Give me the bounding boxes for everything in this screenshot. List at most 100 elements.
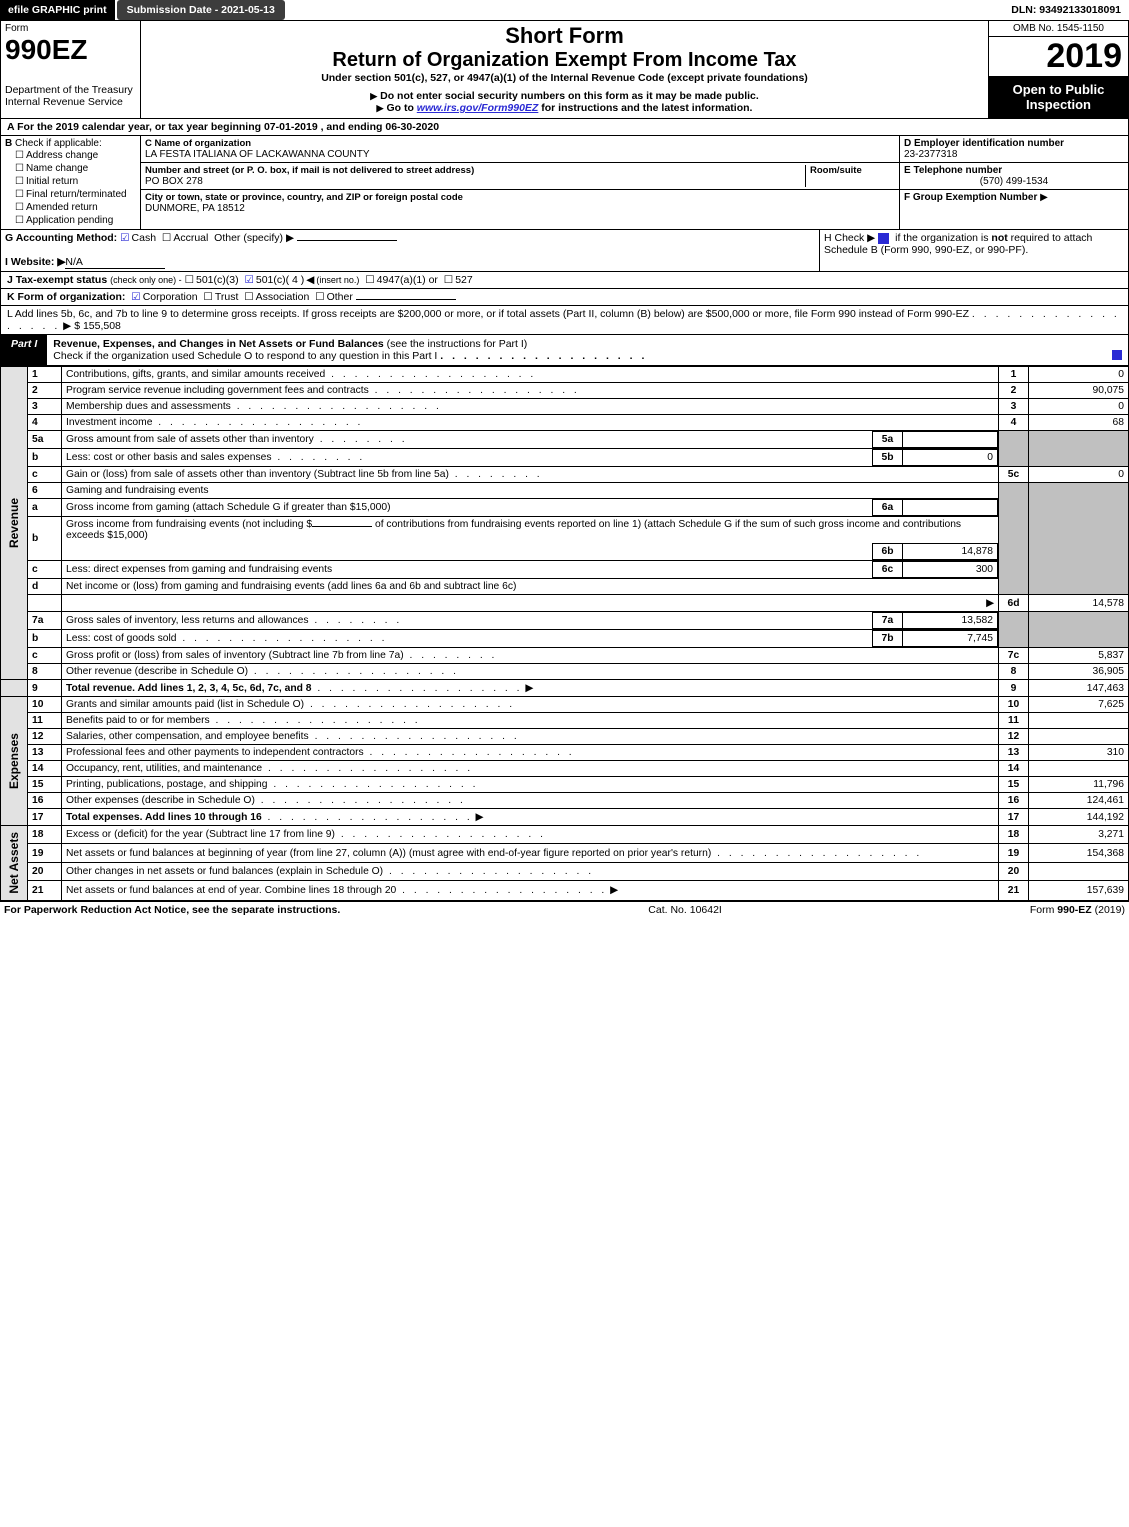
dept-treasury: Department of the Treasury [5,84,136,96]
line12-desc: Salaries, other compensation, and employ… [66,731,309,742]
insert-arrow-icon [304,274,316,286]
line19-num: 19 [999,844,1029,862]
checkbox-icon[interactable] [162,232,173,244]
line17-desc: Total expenses. Add lines 10 through 16 [66,812,262,823]
line2-amt: 90,075 [1029,383,1129,399]
line6a-sa [903,500,998,516]
k-trust: Trust [215,291,239,303]
spacer [285,0,1003,20]
line3-num: 3 [999,399,1029,415]
checkbox-icon[interactable] [365,274,376,286]
dots [314,434,408,445]
addr-label: Number and street (or P. O. box, if mail… [145,165,805,176]
dots [711,848,922,859]
line8-num: 8 [999,664,1029,680]
line7b-sn: 7b [873,631,903,647]
line5c-desc: Gain or (loss) from sale of assets other… [66,469,449,480]
checkbox-icon[interactable] [15,189,26,200]
line18-desc: Excess or (deficit) for the year (Subtra… [66,829,335,840]
j-o1: 501(c)(3) [196,274,239,286]
line14-amt [1029,761,1129,777]
checkbox-icon[interactable] [15,215,26,226]
line6b-blank[interactable] [312,526,372,527]
opt-final: Final return/terminated [26,189,127,200]
row-j: J Tax-exempt status (check only one) - 5… [0,272,1129,289]
checkbox-icon[interactable] [244,291,255,303]
j-o3: 4947(a)(1) or [377,274,438,286]
line16-desc: Other expenses (describe in Schedule O) [66,795,255,806]
dots [383,866,594,877]
j-ins: (insert no.) [316,275,359,285]
line13-amt: 310 [1029,745,1129,761]
checkbox-icon[interactable] [444,274,455,286]
footer-left: For Paperwork Reduction Act Notice, see … [4,904,340,916]
irs-link[interactable]: www.irs.gov/Form990EZ [417,102,539,114]
j-o2: 501(c)( 4 ) [256,274,304,286]
dots [176,633,387,644]
l-text: L Add lines 5b, 6c, and 7b to line 9 to … [7,308,969,320]
line4-amt: 68 [1029,415,1129,431]
part1-sub: (see the instructions for Part I) [387,338,528,350]
line18-num: 18 [999,826,1029,844]
g-accrual: Accrual [173,232,208,244]
title-return: Return of Organization Exempt From Incom… [145,49,984,72]
checked-box-icon [878,233,889,244]
line4-desc: Investment income [66,417,152,428]
checkbox-icon[interactable] [15,202,26,213]
period-row: A For the 2019 calendar year, or tax yea… [0,119,1129,136]
dots [304,699,515,710]
submission-date: Submission Date - 2021-05-13 [117,0,285,20]
checkbox-icon[interactable] [15,150,26,161]
line17-num: 17 [999,809,1029,826]
line15-num: 15 [999,777,1029,793]
line20-desc: Other changes in net assets or fund bala… [66,866,383,877]
line6b-pre: Gross income from fundraising events (no… [66,519,312,530]
dots [268,779,479,790]
line7c-amt: 5,837 [1029,648,1129,664]
line6a-desc: Gross income from gaming (attach Schedul… [66,502,391,513]
f-label: F Group Exemption Number [904,192,1037,203]
line15-amt: 11,796 [1029,777,1129,793]
opt-address: Address change [26,150,98,161]
dots [271,452,365,463]
line6d-num: 6d [999,595,1029,612]
schedule-o-checkbox[interactable] [1112,350,1122,360]
checkbox-icon[interactable] [185,274,196,286]
checkbox-icon[interactable] [15,163,26,174]
note-goto-post: for instructions and the latest informat… [538,102,752,114]
line4-num: 4 [999,415,1029,431]
dots [335,829,546,840]
k-other-input[interactable] [356,299,456,300]
checkbox-icon[interactable] [15,176,26,187]
efile-label[interactable]: efile GRAPHIC print [0,0,115,20]
dots [309,731,520,742]
line5b-sa: 0 [903,450,998,466]
dots [449,469,543,480]
top-bar: efile GRAPHIC print Submission Date - 20… [0,0,1129,20]
k-other: Other [327,291,353,303]
dots [262,763,473,774]
row-gh: G Accounting Method: Cash Accrual Other … [0,230,1129,272]
dots [308,615,402,626]
g-other-input[interactable] [297,240,397,241]
checkbox-icon[interactable] [315,291,326,303]
line14-desc: Occupancy, rent, utilities, and maintena… [66,763,262,774]
line12-amt [1029,729,1129,745]
form-number: 990EZ [5,34,136,66]
city-label: City or town, state or province, country… [145,192,895,203]
vlabel-revenue: Revenue [5,494,23,552]
dots [255,795,466,806]
line7c-desc: Gross profit or (loss) from sales of inv… [66,650,404,661]
line6a-sn: 6a [873,500,903,516]
checkbox-icon[interactable] [203,291,214,303]
line6d-amt: 14,578 [1029,595,1129,612]
org-address: PO BOX 278 [145,176,805,187]
part1-checkline: Check if the organization used Schedule … [53,350,437,362]
line3-desc: Membership dues and assessments [66,401,231,412]
line16-num: 16 [999,793,1029,809]
arrow-icon [370,90,380,102]
row-k: K Form of organization: Corporation Trus… [0,289,1129,306]
line9-num: 9 [999,680,1029,697]
check-applicable: Check if applicable: [15,138,102,149]
opt-amended: Amended return [26,202,98,213]
